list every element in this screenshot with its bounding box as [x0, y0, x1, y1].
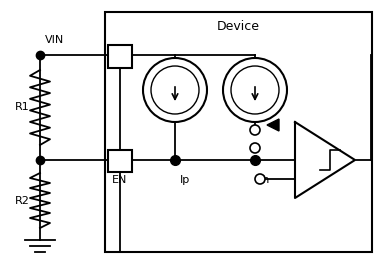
- Text: VIN: VIN: [45, 35, 64, 45]
- Text: Device: Device: [217, 20, 260, 33]
- Polygon shape: [295, 122, 355, 198]
- Text: EN: EN: [112, 175, 128, 185]
- Bar: [108, 150, 132, 172]
- Text: Ih: Ih: [260, 175, 270, 185]
- Circle shape: [223, 58, 287, 122]
- Text: Ip: Ip: [180, 175, 190, 185]
- Circle shape: [250, 125, 260, 135]
- Text: R1: R1: [15, 103, 29, 113]
- Bar: [105, 12, 372, 252]
- Bar: [108, 45, 132, 68]
- Circle shape: [250, 143, 260, 153]
- Circle shape: [255, 174, 265, 184]
- Text: R2: R2: [15, 196, 29, 206]
- Circle shape: [143, 58, 207, 122]
- Polygon shape: [267, 119, 279, 131]
